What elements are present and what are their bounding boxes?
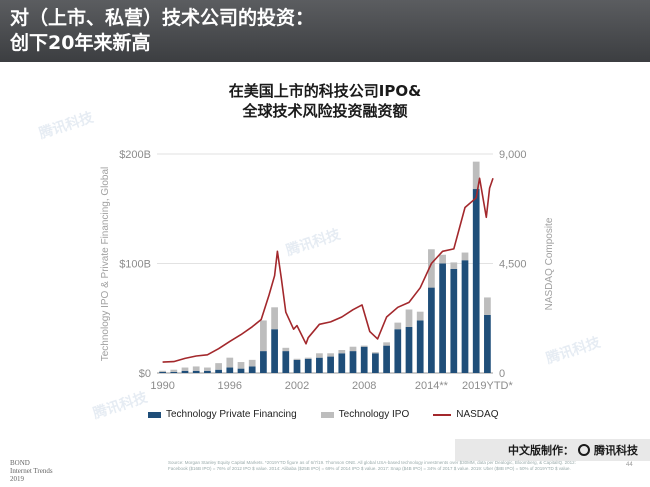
legend-item-private: Technology Private Financing: [148, 409, 297, 420]
bar-ipo: [383, 342, 390, 346]
bar-private-financing: [405, 327, 413, 373]
slide-title: 对（上市、私营）技术公司的投资： 创下20年来新高: [10, 7, 315, 54]
legend-swatch: [320, 411, 334, 418]
x-tick-label: 1990: [150, 380, 174, 392]
source-note: Source: Morgan Stanley Equity Capital Ma…: [168, 460, 576, 471]
bar-private-financing: [316, 357, 323, 373]
bar-ipo: [416, 311, 424, 321]
bar-ipo: [192, 366, 200, 371]
y-right-tick-label: 4,500: [499, 259, 527, 271]
translation-badge: 中文版制作： 腾讯科技: [455, 439, 650, 461]
bar-private-financing: [472, 189, 480, 373]
x-tick-label: 1996: [218, 380, 242, 392]
bar-private-financing: [450, 268, 458, 373]
x-tick-label: 2019YTD*: [462, 380, 513, 392]
bar-private-financing: [439, 263, 446, 373]
y-left-axis-title: Technology IPO & Private Financing, Glob…: [100, 167, 111, 362]
y-right-axis-title: NASDAQ Composite: [544, 217, 555, 310]
bar-ipo: [472, 161, 480, 190]
bar-ipo: [260, 320, 267, 352]
bar-private-financing: [226, 367, 234, 373]
bar-ipo: [170, 369, 178, 372]
bar-private-financing: [304, 358, 312, 373]
x-tick-label: 2008: [352, 380, 376, 392]
y-right-tick-label: 9,000: [499, 149, 527, 161]
bar-private-financing: [248, 366, 256, 373]
chart-title: 在美国上市的科技公司IPO& 全球技术风险投资融资额: [228, 82, 422, 120]
bar-private-financing: [394, 329, 402, 373]
bar-ipo: [282, 347, 290, 352]
y-left-tick-label: $100B: [119, 259, 151, 271]
bar-ipo: [484, 297, 491, 315]
bar-private-financing: [416, 320, 424, 373]
x-tick-label: 2002: [285, 380, 309, 392]
bar-private-financing: [327, 356, 334, 373]
bar-private-financing: [383, 345, 390, 373]
badge-brand: 腾讯科技: [594, 444, 638, 457]
bar-ipo: [327, 353, 334, 357]
slide-header: 对（上市、私营）技术公司的投资： 创下20年来新高: [0, 0, 650, 62]
legend-label: Technology IPO: [338, 409, 410, 420]
legend-label: Technology Private Financing: [166, 409, 297, 420]
bar-private-financing: [237, 368, 245, 373]
legend-item-ipo: Technology IPO: [320, 409, 410, 420]
bar-private-financing: [192, 370, 200, 373]
chart-legend: Technology Private Financing Technology …: [148, 409, 522, 420]
bar-private-financing: [204, 370, 211, 373]
bar-ipo: [226, 357, 234, 368]
y-left-tick-label: $200B: [119, 149, 151, 161]
legend-swatch: [148, 411, 161, 418]
bar-private-financing: [181, 370, 189, 373]
bar-private-financing: [461, 260, 469, 373]
bar-private-financing: [170, 371, 178, 373]
bar-private-financing: [215, 369, 222, 373]
bar-ipo: [248, 359, 256, 367]
bar-ipo: [428, 249, 435, 288]
bar-ipo: [461, 252, 469, 261]
x-tick-label: 2014**: [415, 380, 449, 392]
legend-swatch: [433, 413, 452, 416]
bar-ipo: [394, 322, 402, 330]
bar-ipo: [338, 350, 346, 354]
nasdaq-line: [162, 177, 494, 363]
bar-ipo: [215, 363, 222, 370]
bar-ipo: [349, 346, 357, 352]
bar-private-financing: [338, 353, 346, 373]
bar-private-financing: [349, 351, 357, 373]
legend-label: NASDAQ: [456, 409, 499, 420]
legend-item-nasdaq: NASDAQ: [433, 409, 498, 420]
bar-ipo: [439, 254, 446, 264]
bar-private-financing: [372, 353, 379, 373]
bar-ipo: [181, 367, 189, 371]
y-right-tick-label: 0: [499, 368, 505, 380]
bar-ipo: [372, 352, 379, 354]
tencent-logo-icon: [578, 444, 590, 456]
bar-private-financing: [282, 351, 290, 373]
bar-ipo: [316, 353, 323, 358]
bar-private-financing: [271, 329, 278, 373]
bar-ipo: [237, 362, 245, 369]
bar-private-financing: [260, 351, 267, 373]
bond-logo: BOND Internet Trends 2019: [10, 459, 53, 483]
bar-ipo: [304, 357, 312, 359]
badge-prefix: 中文版制作：: [508, 444, 574, 457]
bar-ipo: [405, 309, 413, 328]
bar-ipo: [271, 307, 278, 330]
bar-private-financing: [428, 287, 435, 373]
bar-ipo: [204, 367, 211, 371]
y-left-tick-label: $0: [139, 368, 151, 380]
bar-ipo: [293, 358, 301, 360]
bar-private-financing: [484, 314, 491, 373]
bar-private-financing: [360, 346, 368, 373]
bar-private-financing: [159, 371, 166, 373]
page-number: 44: [626, 462, 633, 468]
bar-ipo: [360, 345, 368, 347]
bar-ipo: [450, 262, 458, 269]
bar-private-financing: [293, 359, 301, 373]
bar-ipo: [159, 370, 166, 372]
